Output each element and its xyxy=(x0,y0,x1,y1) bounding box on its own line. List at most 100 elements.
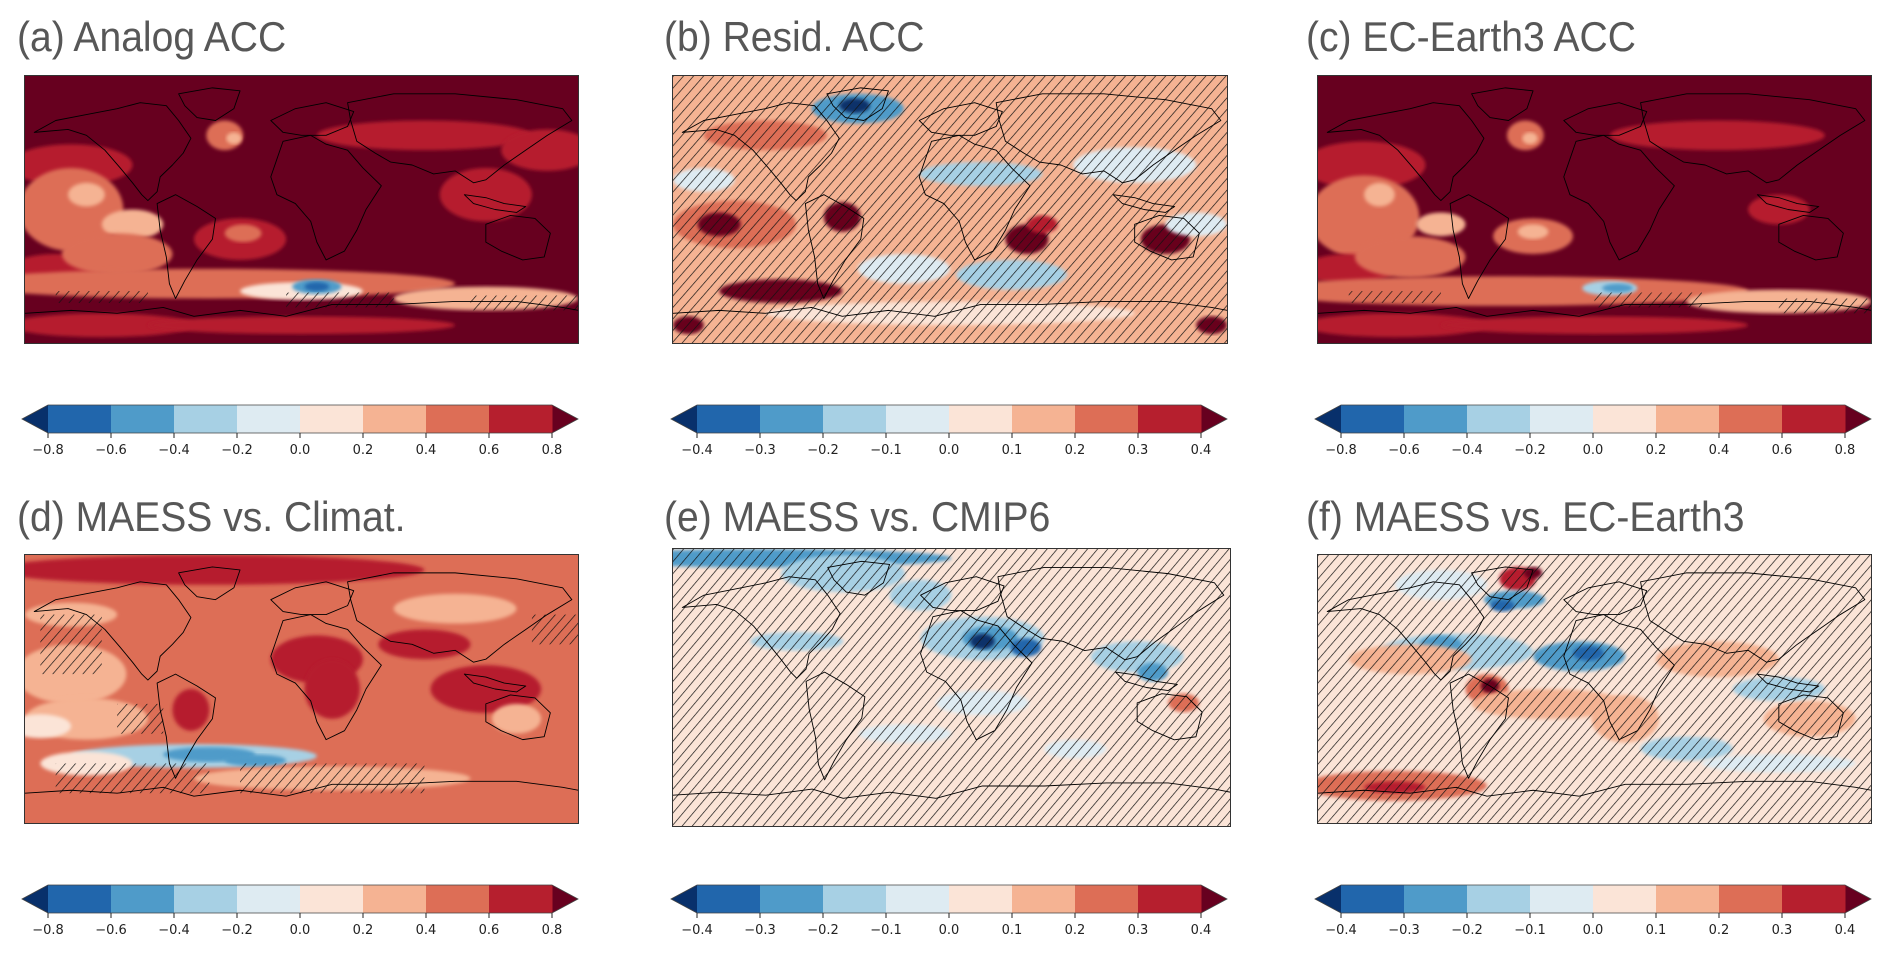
colorbar-tick-label: −0.4 xyxy=(1325,923,1357,938)
colorbar-tick-label: 0.1 xyxy=(1002,443,1023,458)
coastline xyxy=(1318,781,1871,796)
coastline xyxy=(682,103,839,201)
colorbar-bin xyxy=(489,885,553,913)
panel-b-title: (b) Resid. ACC xyxy=(664,13,925,60)
colorbar-bin xyxy=(300,405,364,433)
map-svg xyxy=(1318,76,1871,343)
colorbar-bin xyxy=(1012,885,1076,913)
colorbar-bin xyxy=(174,405,238,433)
coastline xyxy=(1779,695,1844,740)
colorbar-tick-label: −0.2 xyxy=(1514,443,1546,458)
colorbar-tick-label: 0.6 xyxy=(1772,443,1793,458)
colorbar-tick-label: 0.4 xyxy=(416,443,437,458)
colorbar-extend-over xyxy=(1201,405,1227,433)
coastline xyxy=(271,582,354,615)
colorbar-tick-label: −0.8 xyxy=(32,923,64,938)
contour-region xyxy=(501,129,578,171)
coastline xyxy=(1564,103,1647,136)
colorbar-tick-label: −0.4 xyxy=(158,443,190,458)
colorbar-bin xyxy=(1719,405,1783,433)
map-svg xyxy=(1318,555,1871,823)
contour-region xyxy=(491,703,542,734)
colorbar-svg: −0.8 −0.6 −0.4 −0.2 0.0 0.2 0.4 0.6 0.8 xyxy=(1314,404,1872,458)
contour-region xyxy=(304,282,330,292)
colorbar-tick-label: −0.4 xyxy=(158,923,190,938)
colorbar-tick-label: 0.0 xyxy=(939,923,960,938)
colorbar-panel-a: −0.8 −0.6 −0.4 −0.2 0.0 0.2 0.4 0.6 0.8 xyxy=(21,404,579,465)
colorbar-tick-label: 0.1 xyxy=(1646,923,1667,938)
colorbar-tick-label: 0.1 xyxy=(1002,923,1023,938)
colorbar-extend-over xyxy=(1845,405,1871,433)
colorbar-tick-label: 0.6 xyxy=(479,443,500,458)
colorbar-tick-label: −0.4 xyxy=(1451,443,1483,458)
colorbar-tick-label: 0.2 xyxy=(1065,923,1086,938)
colorbar-bin xyxy=(1656,885,1720,913)
colorbar-bin xyxy=(1467,885,1531,913)
panel-d-title: (d) MAESS vs. Climat. xyxy=(17,493,406,540)
contour-region xyxy=(25,714,72,739)
colorbar-bin xyxy=(237,405,301,433)
coastline xyxy=(34,582,191,680)
coastline xyxy=(1450,195,1508,299)
coastline xyxy=(34,103,191,201)
coastline xyxy=(682,577,840,679)
colorbar-extend-over xyxy=(1201,885,1227,913)
coastline xyxy=(806,672,865,780)
hatching-non-significant xyxy=(673,76,1227,343)
hatching-non-significant xyxy=(1778,298,1871,314)
coastline xyxy=(464,674,525,692)
contour-region xyxy=(25,555,425,585)
colorbar-tick-label: 0.4 xyxy=(1709,443,1730,458)
coastline xyxy=(1641,94,1865,183)
coastline xyxy=(486,215,551,260)
coastline xyxy=(1564,582,1647,615)
colorbar-tick-label: −0.8 xyxy=(1325,443,1357,458)
coastline xyxy=(1137,694,1202,740)
colorbar-bin xyxy=(1138,885,1202,913)
hatching-non-significant xyxy=(1318,555,1871,823)
coastline xyxy=(348,94,572,183)
colorbar-bin xyxy=(949,885,1013,913)
map-panel-f xyxy=(1317,554,1872,824)
colorbar-tick-label: 0.2 xyxy=(1709,923,1730,938)
coastline xyxy=(921,611,1032,740)
colorbar-extend-under xyxy=(671,405,697,433)
colorbar-bin xyxy=(1656,405,1720,433)
colorbar-bin xyxy=(1530,885,1594,913)
colorbar-extend-under xyxy=(22,405,48,433)
hatching-non-significant xyxy=(55,763,210,794)
colorbar-panel-e: −0.4 −0.3 −0.2 −0.1 0.0 0.1 0.2 0.3 0.4 xyxy=(670,884,1228,945)
colorbar-tick-label: 0.2 xyxy=(353,443,374,458)
panel-e-title: (e) MAESS vs. CMIP6 xyxy=(664,493,1051,540)
colorbar-svg: −0.4 −0.3 −0.2 −0.1 0.0 0.1 0.2 0.3 0.4 xyxy=(670,884,1228,938)
contour-region xyxy=(304,659,360,719)
colorbar-bin xyxy=(426,885,490,913)
coastline xyxy=(1318,301,1871,316)
colorbar-panel-d: −0.8 −0.6 −0.4 −0.2 0.0 0.2 0.4 0.6 0.8 xyxy=(21,884,579,945)
map-panel-e xyxy=(672,548,1231,827)
colorbar-tick-label: 0.8 xyxy=(542,923,563,938)
coastline xyxy=(919,135,1030,260)
colorbar-panel-c: −0.8 −0.6 −0.4 −0.2 0.0 0.2 0.4 0.6 0.8 xyxy=(1314,404,1872,465)
coastline xyxy=(998,567,1224,659)
colorbar-bin xyxy=(489,405,553,433)
contour-region xyxy=(1522,132,1538,145)
coastline xyxy=(25,301,578,316)
colorbar-extend-under xyxy=(1315,405,1341,433)
colorbar-tick-label: −0.2 xyxy=(1451,923,1483,938)
coastline xyxy=(673,783,1230,798)
colorbar-bin xyxy=(1075,405,1139,433)
coastline xyxy=(179,88,240,121)
colorbar-bin xyxy=(48,405,112,433)
colorbar-tick-label: −0.3 xyxy=(1388,923,1420,938)
colorbar-tick-label: −0.6 xyxy=(1388,443,1420,458)
colorbar-extend-under xyxy=(22,885,48,913)
coastline xyxy=(486,695,551,740)
colorbar-bin xyxy=(363,885,427,913)
colorbar-tick-label: 0.0 xyxy=(1583,443,1604,458)
contour-region xyxy=(1602,283,1633,293)
map-svg xyxy=(25,76,578,343)
colorbar-bin xyxy=(237,885,301,913)
hatching-non-significant xyxy=(673,549,1230,826)
hatching-non-significant xyxy=(55,291,148,303)
